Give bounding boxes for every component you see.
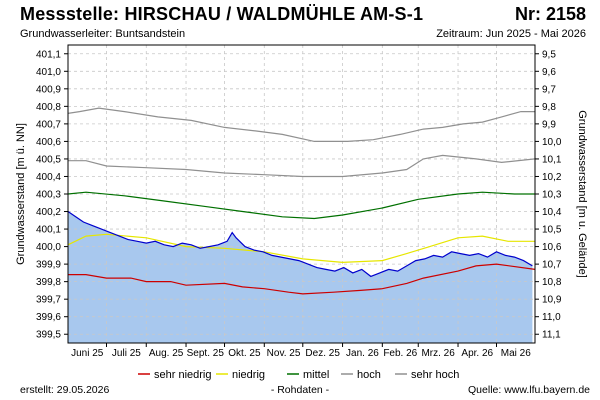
y2-tick-label: 9,9 (542, 119, 556, 130)
y-tick-label: 400,6 (36, 137, 61, 148)
series-messwerte (67, 211, 533, 278)
y2-tick-label: 10,0 (542, 137, 562, 148)
x-tick-label: Apr. 26 (461, 348, 493, 359)
x-tick-label: Nov. 25 (267, 348, 301, 359)
y-tick-label: 400,3 (36, 190, 61, 201)
y2-tick-label: 10,4 (542, 207, 562, 218)
y2-axis-title: Grundwasserstand [m u. Gelände] (576, 110, 588, 278)
series-mittel (67, 191, 535, 220)
x-tick-label: Mai 26 (501, 348, 531, 359)
y-axis-title: Grundwasserstand [m ü. NN] (15, 123, 27, 265)
y-tick-label: 401,1 (36, 49, 61, 60)
y-tick-label: 399,5 (36, 330, 61, 341)
series-hoch (68, 154, 536, 178)
x-tick-label: Juli 25 (112, 348, 141, 359)
y2-tick-label: 10,5 (542, 225, 562, 236)
series-niedrig (67, 233, 535, 264)
y2-tick-label: 10,7 (542, 260, 562, 271)
y-tick-label: 400,1 (36, 225, 61, 236)
y2-tick-label: 11,0 (542, 312, 561, 323)
legend-label: mittel (303, 369, 329, 381)
y2-tick-label: 10,6 (542, 242, 562, 253)
raw-data-note: - Rohdaten - (270, 384, 330, 396)
y-tick-label: 400,2 (36, 207, 61, 218)
y-tick-label: 401,0 (36, 67, 61, 78)
legend-label: sehr hoch (411, 369, 459, 381)
x-tick-label: Okt. 25 (228, 348, 261, 359)
y-tick-label: 400,5 (36, 154, 61, 165)
y2-tick-label: 10,3 (542, 190, 562, 201)
y-tick-label: 400,9 (36, 84, 61, 95)
series-sehr-hoch (67, 107, 535, 142)
legend-label: sehr niedrig (154, 369, 211, 381)
y-tick-label: 399,7 (36, 295, 61, 306)
y-tick-label: 400,7 (36, 119, 61, 130)
series-sehr-niedrig (68, 263, 536, 295)
x-tick-label: Dez. 25 (305, 348, 340, 359)
y-tick-label: 399,8 (36, 277, 61, 288)
legend-item: mittel (287, 369, 329, 381)
created-date: erstellt: 29.05.2026 (20, 384, 110, 396)
y2-tick-label: 9,5 (542, 49, 556, 60)
y-tick-label: 400,4 (36, 172, 61, 183)
y2-tick-label: 9,8 (542, 102, 556, 113)
x-tick-label: Jan. 26 (346, 348, 379, 359)
y2-tick-label: 10,2 (542, 172, 562, 183)
y2-tick-label: 10,8 (542, 277, 562, 288)
x-tick-label: Sept. 25 (187, 348, 225, 359)
station-number: Nr: 2158 (514, 4, 586, 24)
aquifer-label: Grundwasserleiter: Buntsandstein (20, 28, 186, 40)
y-tick-label: 400,0 (36, 242, 61, 253)
y2-tick-label: 10,9 (542, 295, 562, 306)
y2-tick-label: 9,6 (542, 67, 556, 78)
x-tick-label: Mrz. 26 (421, 348, 455, 359)
period-label: Zeitraum: Jun 2025 - Mai 2026 (436, 28, 586, 40)
y-tick-label: 399,6 (36, 312, 61, 323)
y2-tick-label: 10,1 (542, 154, 562, 165)
legend-label: niedrig (232, 369, 265, 381)
x-tick-label: Aug. 25 (149, 348, 184, 359)
legend-item: hoch (341, 369, 381, 381)
legend-item: sehr hoch (395, 369, 459, 381)
y-tick-label: 399,9 (36, 260, 61, 271)
source-link[interactable]: Quelle: www.lfu.bayern.de (468, 384, 590, 396)
legend-label: hoch (357, 369, 381, 381)
station-title: Messstelle: HIRSCHAU / WALDMÜHLE AM-S-1 (20, 4, 424, 24)
legend-item: sehr niedrig (138, 369, 211, 381)
legend-item: niedrig (216, 369, 265, 381)
x-tick-label: Juni 25 (71, 348, 104, 359)
x-tick-label: Feb. 26 (383, 348, 417, 359)
measured-area (68, 211, 533, 343)
y2-tick-label: 11,1 (542, 330, 561, 341)
y-tick-label: 400,8 (36, 102, 61, 113)
y2-tick-label: 9,7 (542, 84, 556, 95)
